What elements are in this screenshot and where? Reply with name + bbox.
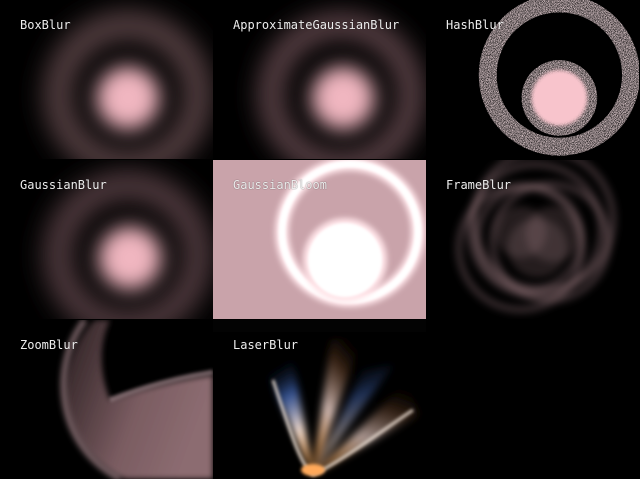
approximategaussianblur-tile: ApproximateGaussianBlur (213, 0, 426, 159)
laserblur-label: LaserBlur (233, 338, 299, 352)
gaussianbloom-label: GaussianBloom (233, 178, 327, 192)
frameblur-preview (455, 160, 617, 313)
gaussianblur-label: GaussianBlur (20, 178, 107, 192)
gaussianbloom-preview (213, 160, 426, 319)
approximategaussianblur-label: ApproximateGaussianBlur (233, 18, 400, 32)
frameblur-tile: FrameBlur (426, 160, 640, 319)
zoomblur-tile: ZoomBlur (0, 320, 213, 479)
hashblur-label: HashBlur (446, 18, 504, 32)
laserblur-preview (213, 320, 426, 479)
zoomblur-preview (60, 320, 213, 479)
boxblur-tile: BoxBlur (0, 0, 213, 159)
frameblur-label: FrameBlur (446, 178, 512, 192)
approximategaussianblur-preview (260, 14, 422, 159)
empty-tile (426, 320, 640, 479)
hashblur-preview (478, 0, 639, 156)
laserblur-tile: LaserBlur (213, 320, 426, 479)
boxblur-preview (47, 14, 209, 159)
gaussianblur-tile: GaussianBlur (0, 160, 213, 319)
zoomblur-label: ZoomBlur (20, 338, 78, 352)
hashblur-tile: HashBlur (426, 0, 640, 159)
boxblur-label: BoxBlur (20, 18, 71, 32)
gaussianbloom-tile: GaussianBloom (213, 160, 426, 319)
gaussianblur-preview (47, 174, 209, 319)
